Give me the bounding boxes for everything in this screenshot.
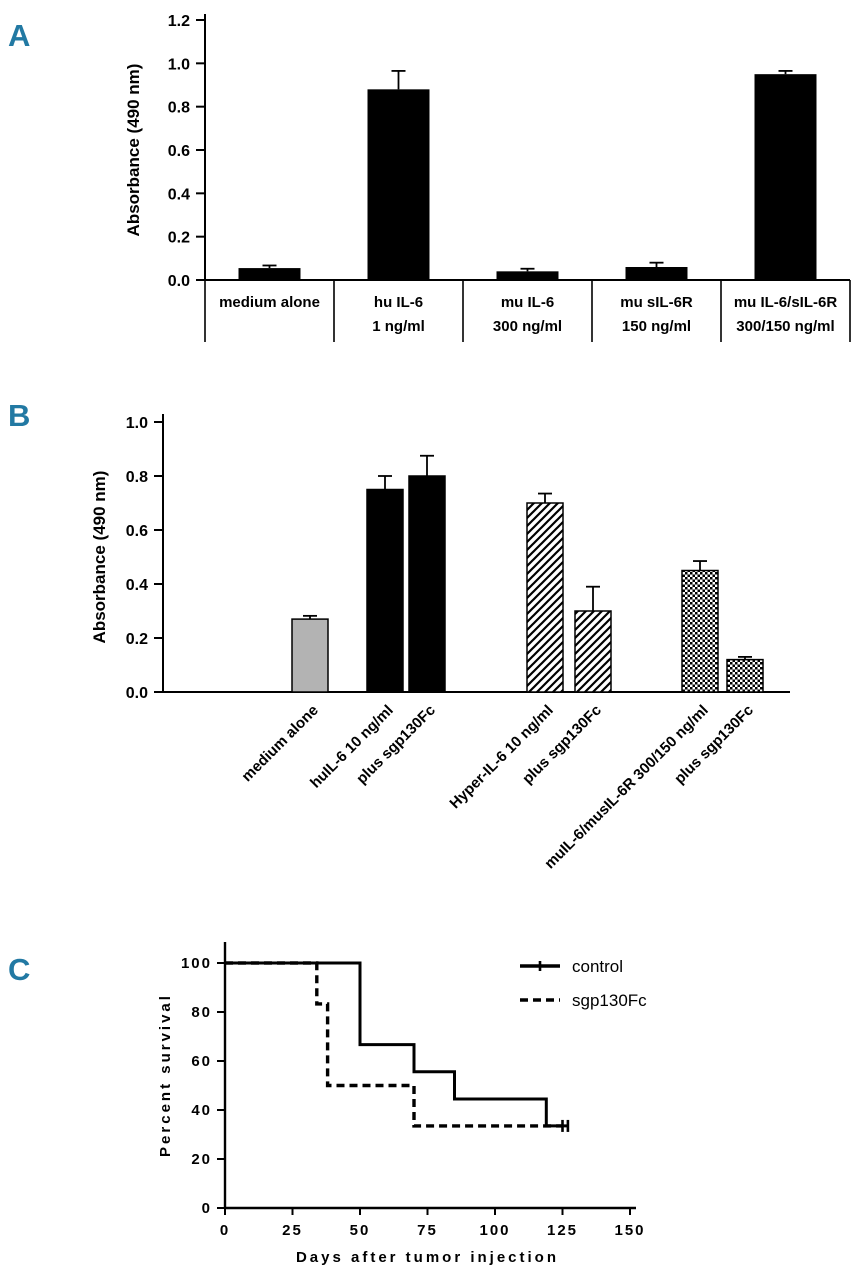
panel-b-label: B [8, 398, 31, 433]
y-tick-label: 40 [191, 1102, 212, 1119]
panel-a-bar-chart: 0.0 0.2 0.4 0.6 0.8 1.0 1.2 Absorbance (490 nm)… [124, 13, 851, 342]
legend-label: sgp130Fc [572, 991, 647, 1010]
panel-c-label: C [8, 952, 31, 987]
y-tick-label: 0.4 [168, 186, 190, 203]
y-tick-label: 1.0 [126, 415, 148, 432]
y-tick-label: 80 [191, 1004, 212, 1021]
series-control [225, 961, 570, 1132]
panel-a-bars [238, 70, 817, 281]
y-tick-label: 0.2 [168, 230, 190, 247]
legend: control sgp130Fc [520, 957, 647, 1010]
x-tick-label: 150 [614, 1222, 645, 1239]
bar [408, 475, 446, 693]
category-sublabel: 1 ng/ml [372, 318, 425, 335]
y-tick-label: 0.4 [126, 577, 148, 594]
panel-a-y-axis-label: Absorbance (490 nm) [124, 64, 143, 237]
bar [367, 89, 430, 280]
series-sgp130Fc [225, 961, 564, 1132]
y-tick-label: 0.2 [126, 631, 148, 648]
bar [526, 502, 564, 693]
x-tick-label: 50 [350, 1222, 371, 1239]
bar [625, 267, 688, 280]
category-sublabel: 300 ng/ml [493, 318, 562, 335]
category-label: medium alone [219, 294, 320, 311]
y-tick-label: 20 [191, 1151, 212, 1168]
category-label: hu IL-6 [374, 294, 423, 311]
x-tick-label: 0 [220, 1222, 230, 1239]
panel-a-label: A [8, 18, 31, 53]
bar [754, 74, 817, 281]
category-label: mu IL-6 [501, 294, 554, 311]
bar [366, 488, 404, 693]
category-label: plus sgp130Fc [671, 702, 757, 788]
legend-label: control [572, 957, 623, 976]
panel-b-y-axis-label: Absorbance (490 nm) [90, 471, 109, 644]
y-tick-label: 0.0 [126, 685, 148, 702]
x-tick-label: 125 [547, 1222, 578, 1239]
y-tick-label: 1.2 [168, 13, 190, 30]
bar [681, 569, 719, 693]
category-sublabel: 150 ng/ml [622, 318, 691, 335]
y-tick-label: 0.8 [168, 100, 190, 117]
category-label: mu IL-6/sIL-6R [734, 294, 838, 311]
y-tick-label: 0.0 [168, 273, 190, 290]
panel-c-survival-chart: 0 25 50 75 100 125 150 0 20 40 60 80 100 Percent surv… [157, 942, 647, 1266]
x-tick-label: 100 [479, 1222, 510, 1239]
panel-a-category-labels: medium alone hu IL-6 1 ng/ml mu IL-6 300 ng/… [204, 280, 851, 342]
bar [726, 658, 764, 693]
y-tick-label: 0.8 [126, 469, 148, 486]
x-tick-label: 25 [282, 1222, 303, 1239]
x-tick-label: 75 [417, 1222, 438, 1239]
bar [574, 610, 612, 693]
panel-c-y-axis-label: Percent survival [157, 993, 174, 1157]
y-tick-label: 100 [181, 955, 212, 972]
y-tick-label: 0.6 [168, 143, 190, 160]
y-tick-label: 60 [191, 1053, 212, 1070]
category-label: mu sIL-6R [620, 294, 693, 311]
y-tick-label: 1.0 [168, 56, 190, 73]
category-label: medium alone [238, 702, 321, 785]
category-sublabel: 300/150 ng/ml [736, 318, 834, 335]
panel-c-axes: 0 25 50 75 100 125 150 0 20 40 60 80 100 [181, 942, 645, 1239]
panel-b-bars [291, 454, 764, 693]
panel-a-axes: 0.0 0.2 0.4 0.6 0.8 1.0 1.2 [168, 13, 850, 290]
y-tick-label: 0 [202, 1200, 212, 1217]
bar [496, 271, 559, 280]
panel-c-x-axis-label: Days after tumor injection [296, 1249, 559, 1266]
bar [238, 268, 301, 280]
panel-b-bar-chart: 0.0 0.2 0.4 0.6 0.8 1.0 Absorbance (490 nm) med… [90, 414, 790, 873]
y-tick-label: 0.6 [126, 523, 148, 540]
bar [291, 618, 329, 693]
